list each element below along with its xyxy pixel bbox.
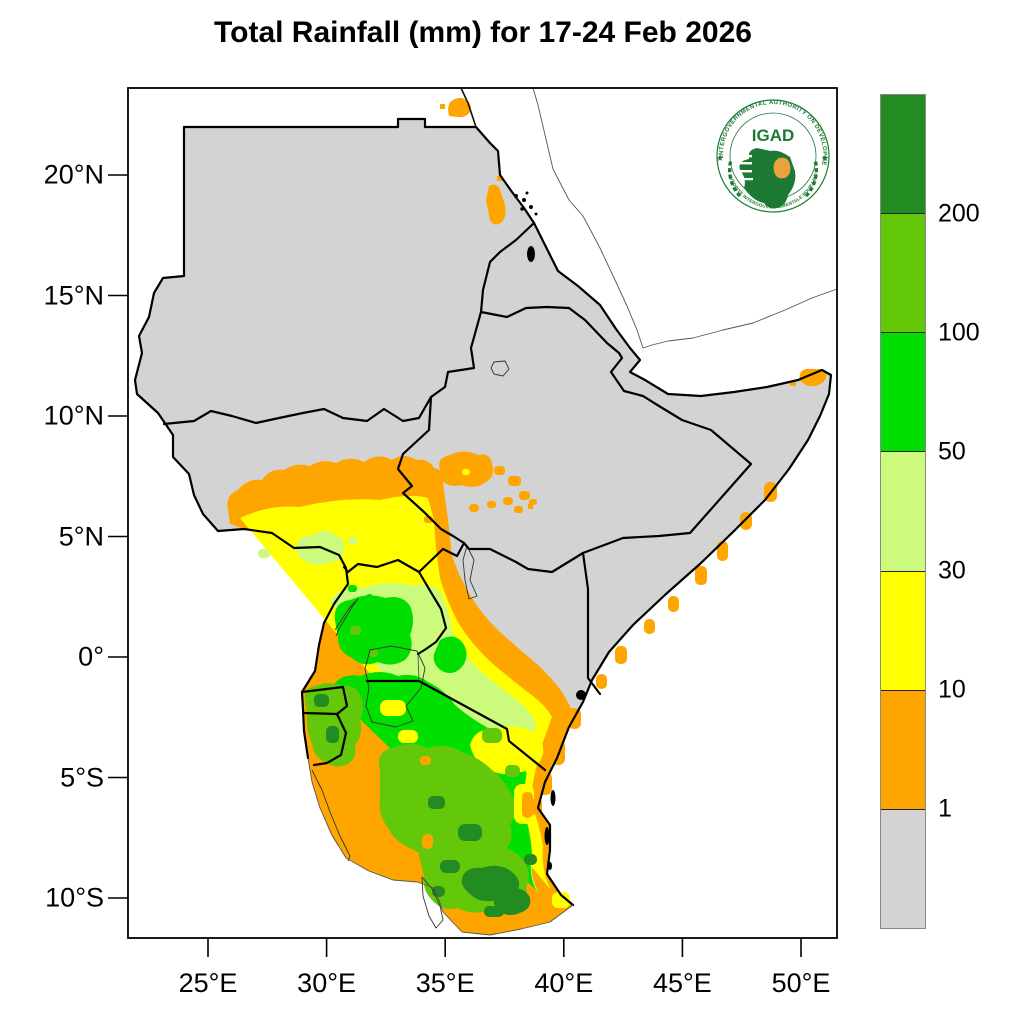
logo-star-right: ★ — [821, 153, 829, 163]
y-tick-label: 5°S — [60, 762, 104, 792]
logo-name: IGAD — [752, 126, 795, 145]
lake-albert-outline — [334, 598, 359, 637]
lamu-island — [576, 690, 586, 700]
tanzania-uganda-kenya-border — [365, 679, 547, 772]
zanzibar-island — [544, 827, 550, 845]
x-tick-label: 25°E — [178, 968, 238, 998]
lake-tanganyika-outline — [311, 769, 351, 862]
coastline — [182, 117, 833, 907]
uganda-kenya-lake-segment — [417, 653, 420, 682]
y-ticks — [108, 174, 128, 899]
colorbar-segment — [881, 333, 925, 453]
x-ticks — [207, 938, 802, 957]
colorbar-label: 50 — [938, 437, 966, 466]
colorbar-label: 200 — [938, 199, 980, 228]
kenya-ethiopia-border — [462, 541, 585, 574]
eritrea-ethiopia-border — [479, 305, 621, 355]
logo-laurel-left — [727, 159, 742, 198]
lakes — [311, 360, 510, 929]
lake-malawi-outline — [421, 876, 444, 929]
logo-africa-icon — [736, 148, 796, 209]
colorbar-label: 30 — [938, 556, 966, 585]
dahlak-island — [527, 246, 535, 262]
plot-frame — [108, 87, 838, 957]
sudan-south-sudan-border — [162, 395, 433, 426]
logo-igad-region — [773, 157, 791, 179]
colorbar-segment — [881, 571, 925, 691]
y-tick-label: 20°N — [43, 159, 104, 190]
colorbar-segment — [881, 690, 925, 810]
logo-star-left: ★ — [716, 153, 724, 163]
sudan-ethiopia-border — [429, 310, 483, 399]
x-tick-label: 30°E — [297, 968, 357, 998]
y-tick-label: 10°S — [45, 882, 104, 913]
colorbar-segment — [881, 809, 925, 928]
colorbar-label: 10 — [938, 675, 966, 704]
y-tick-label: 10°N — [43, 400, 104, 431]
lake-victoria-outline — [364, 645, 426, 728]
colorbar-segment — [881, 452, 925, 572]
arabian-coastline — [532, 87, 838, 349]
tanzania-south-west-border — [307, 757, 574, 936]
y-tick-label: 15°N — [43, 280, 104, 310]
mafia-island — [548, 862, 552, 870]
burundi-borders — [302, 711, 348, 767]
kenya-somalia-border — [581, 551, 602, 696]
x-tick-label: 35°E — [415, 968, 475, 998]
x-tick-label: 40°E — [534, 968, 594, 998]
y-tick-label: 5°N — [58, 521, 104, 551]
x-tick-label: 50°E — [771, 968, 831, 998]
west-border — [133, 125, 350, 760]
page-title: Total Rainfall (mm) for 17-24 Feb 2026 — [214, 16, 752, 49]
y-tick-label: 0° — [78, 641, 104, 672]
uganda-kenya-border — [416, 570, 448, 656]
sudan-eritrea-border — [479, 221, 536, 314]
colorbar-segment — [881, 214, 925, 334]
ethiopia-south-sudan-border — [396, 395, 466, 574]
egypt-red-sea-coast — [460, 87, 477, 128]
colorbar-label: 100 — [938, 318, 980, 347]
logo-laurel-right — [804, 159, 819, 198]
lake-turkana-outline — [462, 545, 478, 600]
colorbar-segment — [881, 95, 925, 215]
south-sudan-uganda-border — [342, 558, 421, 574]
islands — [514, 191, 586, 870]
x-tick-label: 45°E — [652, 968, 712, 998]
country-borders — [133, 87, 838, 936]
djibouti-border — [609, 351, 645, 398]
logo-base-mark — [763, 197, 783, 203]
lake-tana-outline — [490, 360, 510, 377]
rwanda-borders — [300, 685, 349, 716]
ethiopia-somalia-border — [581, 394, 753, 555]
colorbar-label: 1 — [938, 794, 952, 823]
pemba-island — [550, 790, 556, 806]
colorbar — [880, 94, 926, 929]
rainfall-shading — [227, 98, 827, 935]
